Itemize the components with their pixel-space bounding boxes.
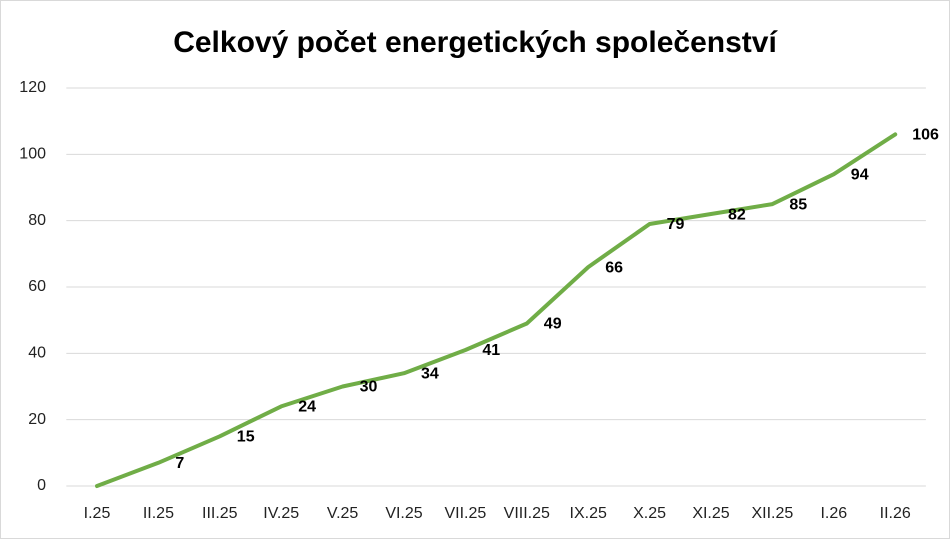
data-label: 34 bbox=[421, 365, 439, 382]
x-tick-label: IX.25 bbox=[570, 505, 607, 522]
data-label: 24 bbox=[298, 399, 316, 416]
y-tick-label: 0 bbox=[37, 477, 46, 494]
data-label: 30 bbox=[360, 379, 378, 396]
series-line bbox=[95, 132, 898, 488]
x-tick-label: I.25 bbox=[84, 505, 111, 522]
data-label: 94 bbox=[851, 166, 869, 183]
y-tick-label: 40 bbox=[28, 345, 46, 362]
y-tick-label: 100 bbox=[19, 146, 46, 163]
data-label: 49 bbox=[544, 316, 562, 333]
y-tick-label: 20 bbox=[28, 411, 46, 428]
x-tick-label: VIII.25 bbox=[504, 505, 550, 522]
x-tick-label: VI.25 bbox=[385, 505, 422, 522]
y-tick-label: 80 bbox=[28, 212, 46, 229]
x-tick-label: X.25 bbox=[633, 505, 666, 522]
x-tick-label: VII.25 bbox=[444, 505, 486, 522]
data-label: 66 bbox=[605, 259, 623, 276]
data-label: 41 bbox=[482, 342, 500, 359]
chart-title: Celkový počet energetických společenství bbox=[173, 26, 778, 59]
x-tick-label: II.26 bbox=[880, 505, 911, 522]
x-tick-label: I.26 bbox=[820, 505, 847, 522]
y-tick-label: 120 bbox=[19, 79, 46, 96]
x-tick-label: XII.25 bbox=[751, 505, 793, 522]
data-label: 85 bbox=[789, 196, 807, 213]
data-label: 7 bbox=[175, 455, 184, 472]
data-label: 79 bbox=[667, 216, 685, 233]
x-tick-label: V.25 bbox=[327, 505, 359, 522]
x-tick-label: II.25 bbox=[143, 505, 174, 522]
x-tick-label: XI.25 bbox=[692, 505, 729, 522]
data-label: 82 bbox=[728, 206, 746, 223]
data-label: 106 bbox=[912, 127, 939, 144]
x-tick-label: IV.25 bbox=[263, 505, 299, 522]
data-label: 15 bbox=[237, 428, 255, 445]
y-tick-label: 60 bbox=[28, 278, 46, 295]
x-tick-label: III.25 bbox=[202, 505, 238, 522]
